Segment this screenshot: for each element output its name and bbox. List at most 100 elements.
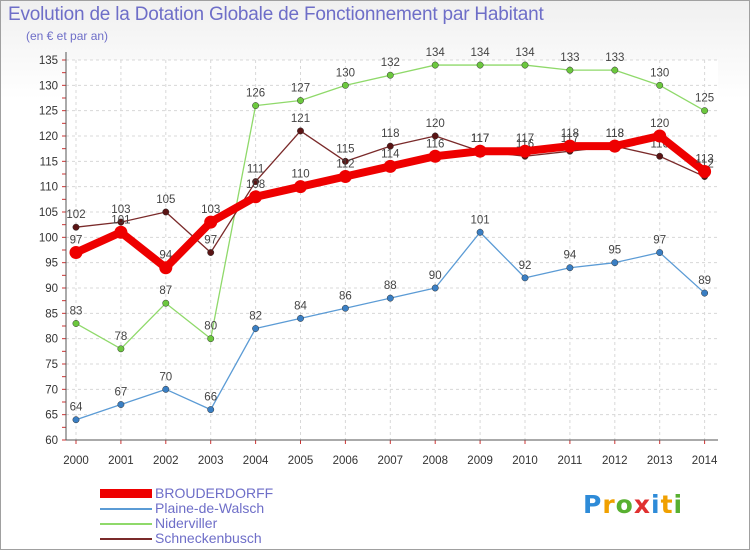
data-point-niderviller bbox=[162, 299, 170, 307]
logo-letter: t bbox=[660, 490, 674, 519]
x-tick-label: 2013 bbox=[647, 455, 673, 467]
x-tick-label: 2006 bbox=[333, 455, 359, 467]
data-label-plaine-de-walsch: 70 bbox=[159, 371, 172, 383]
legend-label-plaine-de-walsch: Plaine-de-Walsch bbox=[155, 500, 265, 516]
y-tick-label: 90 bbox=[45, 283, 58, 295]
data-label-plaine-de-walsch: 64 bbox=[70, 402, 83, 414]
data-point-brouderdorff bbox=[653, 129, 667, 143]
data-point-plaine-de-walsch bbox=[521, 274, 529, 282]
data-label-schneckenbusch: 120 bbox=[426, 118, 445, 130]
data-label-niderviller: 130 bbox=[336, 67, 355, 79]
data-point-plaine-de-walsch bbox=[162, 385, 170, 393]
legend-swatch-plaine-de-walsch bbox=[100, 508, 152, 510]
data-point-brouderdorff bbox=[204, 215, 218, 229]
data-label-plaine-de-walsch: 86 bbox=[339, 290, 352, 302]
data-point-niderviller bbox=[656, 81, 664, 89]
plot-area bbox=[66, 60, 718, 440]
data-point-niderviller bbox=[252, 102, 260, 110]
data-point-brouderdorff bbox=[159, 261, 173, 275]
x-tick-label: 2012 bbox=[602, 455, 628, 467]
data-point-schneckenbusch bbox=[386, 142, 394, 150]
y-tick-label: 70 bbox=[45, 384, 58, 396]
data-label-plaine-de-walsch: 97 bbox=[653, 235, 666, 247]
data-label-niderviller: 134 bbox=[426, 47, 446, 59]
legend-label-schneckenbusch: Schneckenbusch bbox=[155, 530, 262, 546]
logo-letter: i bbox=[673, 490, 684, 519]
data-point-schneckenbusch bbox=[252, 178, 260, 186]
legend-swatch-brouderdorff bbox=[100, 489, 152, 498]
data-label-niderviller: 78 bbox=[115, 331, 128, 343]
data-label-brouderdorff: 94 bbox=[159, 250, 172, 262]
data-label-niderviller: 134 bbox=[471, 47, 491, 59]
data-label-brouderdorff: 117 bbox=[516, 133, 534, 145]
data-point-brouderdorff bbox=[338, 170, 352, 184]
y-tick-label: 115 bbox=[40, 156, 58, 168]
legend-swatch-schneckenbusch bbox=[100, 538, 152, 540]
x-tick-label: 2014 bbox=[692, 455, 718, 467]
data-label-niderviller: 133 bbox=[605, 52, 624, 64]
logo-letter: o bbox=[615, 490, 634, 519]
data-point-niderviller bbox=[521, 61, 529, 69]
data-label-schneckenbusch: 118 bbox=[381, 128, 399, 140]
legend-swatch-niderviller bbox=[100, 523, 152, 525]
data-point-schneckenbusch bbox=[117, 218, 125, 226]
data-point-niderviller bbox=[341, 81, 349, 89]
data-point-plaine-de-walsch bbox=[117, 401, 125, 408]
x-tick-label: 2005 bbox=[288, 455, 314, 467]
data-point-plaine-de-walsch bbox=[207, 406, 215, 414]
data-point-schneckenbusch bbox=[341, 157, 349, 165]
x-tick-label: 2007 bbox=[378, 455, 404, 467]
x-tick-label: 2011 bbox=[558, 455, 583, 467]
data-label-brouderdorff: 118 bbox=[606, 128, 624, 140]
data-label-schneckenbusch: 118 bbox=[606, 128, 624, 140]
data-label-plaine-de-walsch: 82 bbox=[249, 311, 262, 323]
data-label-schneckenbusch: 121 bbox=[291, 113, 310, 125]
data-label-niderviller: 83 bbox=[70, 305, 83, 317]
x-tick-label: 2008 bbox=[422, 455, 448, 467]
data-point-niderviller bbox=[297, 97, 304, 104]
data-label-plaine-de-walsch: 90 bbox=[429, 270, 442, 282]
data-label-niderviller: 127 bbox=[291, 83, 310, 95]
data-point-plaine-de-walsch bbox=[701, 289, 709, 297]
data-label-brouderdorff: 113 bbox=[695, 153, 713, 165]
data-point-brouderdorff bbox=[518, 144, 532, 158]
data-point-niderviller bbox=[207, 335, 215, 343]
data-point-plaine-de-walsch bbox=[656, 249, 664, 256]
data-label-niderviller: 80 bbox=[204, 321, 217, 333]
y-tick-label: 75 bbox=[45, 359, 58, 371]
logo-letter: i bbox=[651, 490, 661, 519]
data-label-niderviller: 130 bbox=[650, 67, 669, 79]
y-tick-label: 135 bbox=[39, 55, 58, 67]
data-point-brouderdorff bbox=[608, 139, 622, 153]
data-point-brouderdorff bbox=[294, 180, 307, 194]
logo-letter: x bbox=[633, 490, 651, 519]
data-point-schneckenbusch bbox=[656, 152, 664, 160]
y-tick-label: 95 bbox=[45, 258, 58, 270]
data-label-plaine-de-walsch: 84 bbox=[294, 300, 307, 312]
y-tick-label: 125 bbox=[39, 106, 58, 118]
y-tick-label: 130 bbox=[39, 80, 58, 92]
data-label-plaine-de-walsch: 101 bbox=[471, 214, 490, 226]
data-label-plaine-de-walsch: 66 bbox=[204, 392, 217, 404]
y-tick-label: 85 bbox=[45, 308, 58, 320]
data-label-niderviller: 125 bbox=[695, 93, 714, 105]
data-point-plaine-de-walsch bbox=[297, 314, 304, 322]
logo-letter: P bbox=[583, 490, 603, 519]
proxiti-logo: Proxiti bbox=[583, 490, 683, 519]
data-label-brouderdorff: 120 bbox=[650, 118, 669, 130]
data-label-brouderdorff: 101 bbox=[111, 214, 130, 226]
data-point-niderviller bbox=[117, 345, 125, 353]
data-point-plaine-de-walsch bbox=[341, 304, 349, 312]
data-point-schneckenbusch bbox=[162, 208, 170, 216]
data-point-schneckenbusch bbox=[207, 249, 215, 256]
data-label-plaine-de-walsch: 67 bbox=[115, 387, 128, 399]
x-tick-label: 2009 bbox=[467, 455, 493, 467]
data-label-niderviller: 132 bbox=[381, 57, 400, 69]
data-point-brouderdorff bbox=[383, 159, 397, 173]
data-label-brouderdorff: 108 bbox=[246, 179, 265, 191]
chart-title: Evolution de la Dotation Globale de Fonc… bbox=[8, 4, 544, 25]
y-tick-label: 110 bbox=[40, 182, 58, 194]
data-point-plaine-de-walsch bbox=[611, 259, 619, 267]
data-label-brouderdorff: 117 bbox=[471, 133, 489, 145]
